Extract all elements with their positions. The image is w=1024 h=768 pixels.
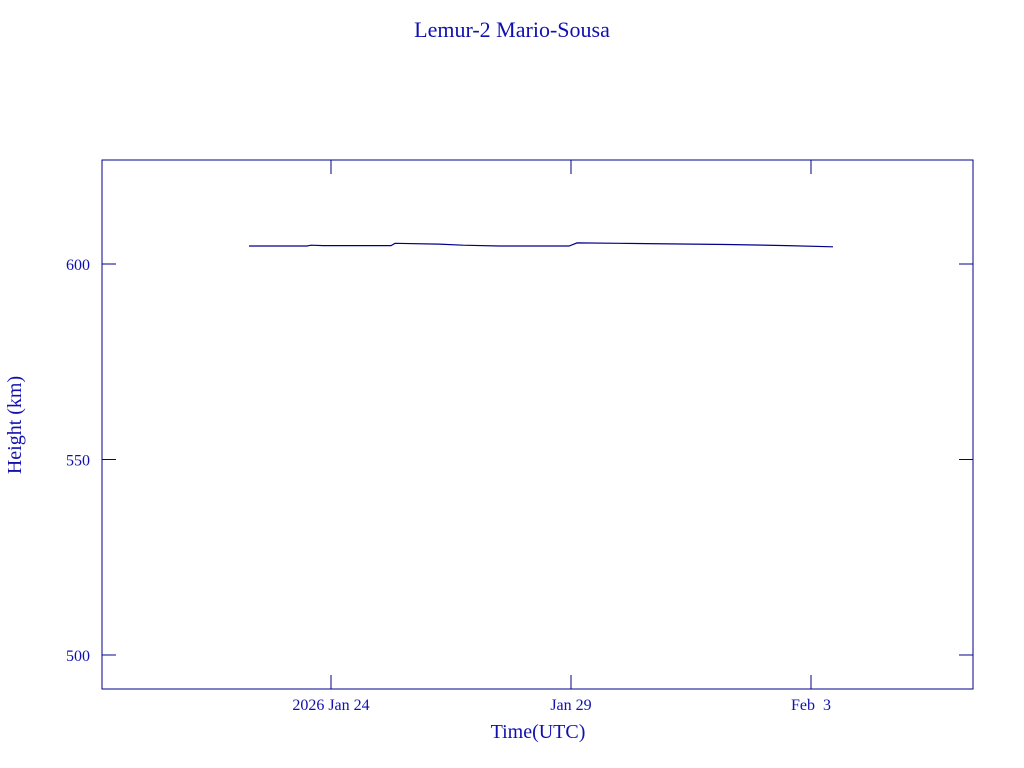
y-tick-label: 500 (66, 648, 90, 665)
y-tick-label: 550 (66, 452, 90, 469)
x-tick-label: 2026 Jan 24 (292, 697, 369, 714)
x-tick-label: Jan 29 (550, 697, 591, 714)
x-tick-label: Feb 3 (791, 697, 831, 714)
chart-title: Lemur-2 Mario-Sousa (414, 17, 610, 42)
x-axis-label: Time(UTC) (491, 721, 586, 743)
data-line (249, 242, 834, 248)
y-tick-label: 600 (66, 257, 90, 274)
plot-frame (101, 159, 974, 690)
y-axis-label: Height (km) (4, 376, 26, 474)
